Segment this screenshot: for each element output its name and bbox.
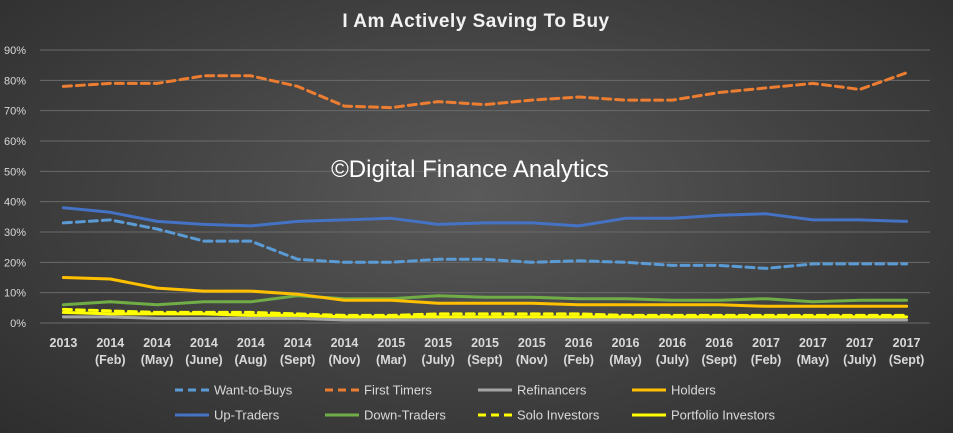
x-tick-label: 2016 (Sept): [701, 336, 736, 367]
x-tick-label: 2014 (Aug): [234, 336, 267, 367]
legend-label: Up-Traders: [214, 408, 280, 423]
x-tick-label: 2016 (May): [609, 336, 642, 367]
series-line-portfolio-investors: [61, 310, 909, 319]
y-tick-label: 30%: [4, 227, 26, 239]
grid: [40, 49, 930, 324]
legend-label: Down-Traders: [364, 408, 446, 423]
series-line-up-traders: [61, 206, 909, 228]
x-tick-label: 2017 (May): [797, 336, 830, 367]
x-tick-label: 2014 (Nov): [328, 336, 360, 367]
x-tick-label: 2016 (Feb): [563, 336, 594, 367]
y-tick-label: 70%: [4, 106, 26, 118]
y-axis-ticks: 0% 10% 20% 30% 40% 50% 60% 70% 80% 90%: [4, 45, 26, 330]
y-tick-label: 40%: [4, 197, 26, 209]
y-tick-label: 10%: [4, 288, 26, 300]
chart-title: I Am Actively Saving To Buy: [342, 11, 609, 32]
legend-label: Portfolio Investors: [671, 408, 776, 423]
legend-label: Refinancers: [517, 383, 587, 398]
y-tick-label: 50%: [4, 166, 26, 178]
x-tick-label: 2014 (June): [185, 336, 223, 367]
x-tick-label: 2016 (July): [656, 336, 689, 367]
legend-label: Holders: [671, 383, 716, 398]
x-tick-label: 2015 (Sept): [467, 336, 502, 367]
x-tick-label: 2017 (Sept): [889, 336, 924, 367]
x-tick-label: 2014 (Sept): [280, 336, 315, 367]
y-tick-label: 80%: [4, 75, 26, 87]
series-lines: [61, 71, 909, 322]
x-tick-label: 2015 (July): [421, 336, 454, 367]
series-line-first-timers: [61, 71, 909, 110]
x-axis-ticks: 2013 2014 (Feb) 2014 (May) 2014 (June) 2014 (Aug…: [50, 336, 925, 367]
y-tick-label: 90%: [4, 45, 26, 57]
x-tick-label: 2014 (Feb): [95, 336, 126, 367]
x-tick-label: 2013: [50, 336, 78, 350]
series-line-holders: [61, 276, 909, 308]
legend-label: Want-to-Buys: [214, 383, 293, 398]
series-line-want-to-buys: [61, 218, 909, 270]
legend-label: First Timers: [364, 383, 432, 398]
y-tick-label: 0%: [10, 318, 26, 330]
x-tick-label: 2014 (May): [141, 336, 174, 367]
legend: Want-to-Buys First Timers Refinancers Holde…: [175, 383, 776, 423]
y-tick-label: 20%: [4, 257, 26, 269]
series-line-refinancers: [61, 315, 909, 322]
legend-label: Solo Investors: [517, 408, 600, 423]
x-tick-label: 2015 (Nov): [516, 336, 548, 367]
x-tick-label: 2017 (Feb): [751, 336, 782, 367]
x-tick-label: 2017 (July): [843, 336, 876, 367]
x-tick-label: 2015 (Mar): [376, 336, 407, 367]
series-line-down-traders: [61, 294, 909, 307]
watermark: ©Digital Finance Analytics: [331, 156, 609, 183]
y-tick-label: 60%: [4, 136, 26, 148]
